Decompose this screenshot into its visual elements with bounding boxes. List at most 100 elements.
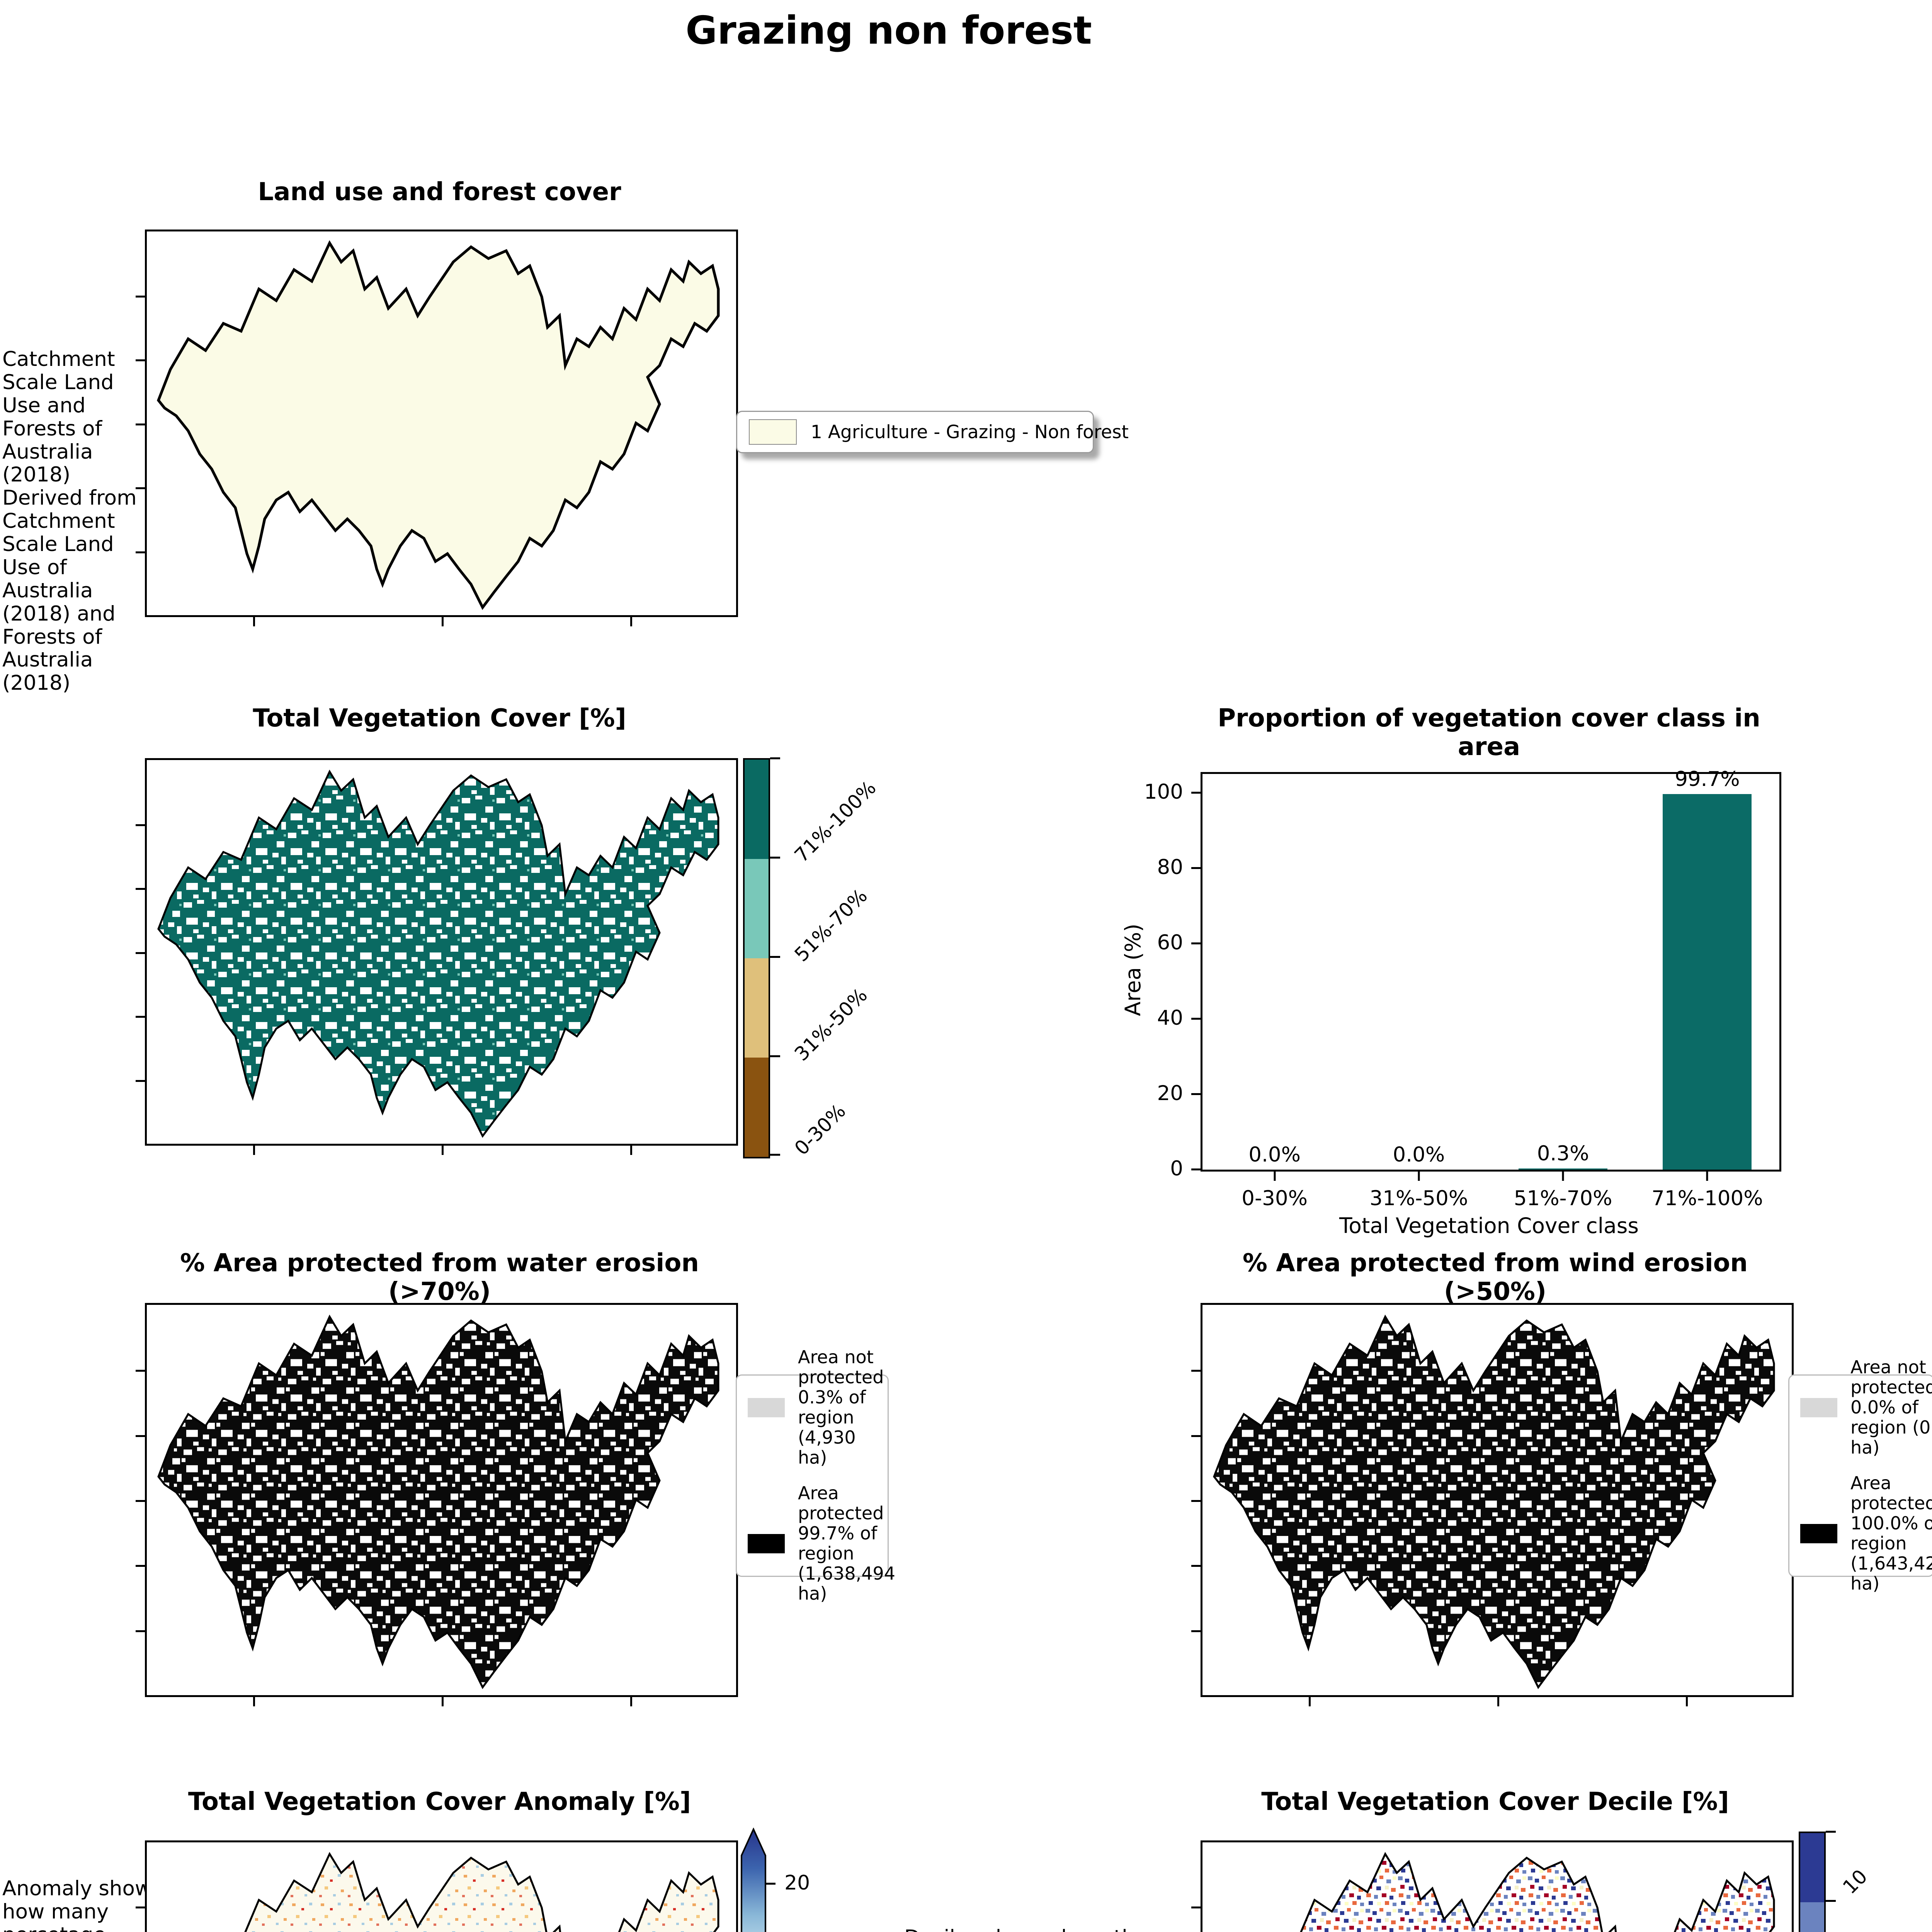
x-axis-tick-label: 0-30% (1242, 1187, 1308, 1210)
page-title: Grazing non forest (685, 8, 1092, 53)
map-axis-tick (136, 1906, 145, 1908)
decile-colorbar (1799, 1832, 1826, 1932)
landuse-map-svg (147, 231, 736, 615)
map-axis-tick (1497, 1697, 1499, 1706)
y-axis-tick-label: 80 (1157, 855, 1183, 879)
bar-71%-100% (1663, 794, 1752, 1170)
wind-map-svg (1202, 1305, 1792, 1695)
y-axis-tick (1191, 1168, 1201, 1170)
y-axis-tick-label: 20 (1157, 1081, 1183, 1105)
vegcover-cbar-tick (770, 857, 780, 859)
x-axis-tick (1562, 1172, 1564, 1181)
water-map-svg (147, 1305, 736, 1695)
water-legend-label-notprotected: Area not protected 0.3% of region (4,930… (798, 1347, 884, 1468)
wind-title: % Area protected from wind erosion (>50%… (1242, 1249, 1748, 1306)
bar-value-label: 0.3% (1537, 1142, 1589, 1166)
landuse-legend-label: 1 Agriculture - Grazing - Non forest (811, 421, 1129, 443)
x-axis-tick (1274, 1172, 1276, 1181)
map-axis-tick (136, 1565, 145, 1567)
vegcover-map (136, 758, 738, 1155)
vegcover-cbar-seg-4 (745, 1058, 769, 1157)
wind-legend: Area not protected 0.0% of region (0 ha)… (1788, 1357, 1932, 1594)
x-axis-tick-label: 31%-50% (1369, 1187, 1468, 1210)
vegcover-cbar-tick (770, 1055, 780, 1057)
water-legend-swatch-protected (748, 1534, 785, 1553)
map-axis-tick (441, 617, 444, 626)
anomaly-map-svg (147, 1842, 736, 1932)
y-axis-tick (1191, 1093, 1201, 1095)
x-axis-tick (1706, 1172, 1708, 1181)
y-axis-tick (1191, 867, 1201, 869)
map-axis-tick (630, 1697, 632, 1706)
anomaly-caption: Anomaly show how many percetage points e… (2, 1877, 152, 1932)
map-axis-tick (136, 487, 145, 489)
y-axis-tick-label: 100 (1144, 780, 1183, 804)
map-axis-tick (1191, 1906, 1201, 1908)
vegcover-cbar-tick (770, 956, 780, 958)
x-axis-tick (1418, 1172, 1420, 1181)
map-axis-tick (136, 1080, 145, 1082)
y-axis-tick (1191, 942, 1201, 944)
map-axis-tick (441, 1146, 444, 1155)
map-axis-tick (136, 1630, 145, 1632)
wind-legend-entry-2: Area protected 100.0% of region (1,643,4… (1789, 1473, 1932, 1594)
decile-caption: Deciles show where the pixel value lies … (904, 1926, 1151, 1932)
x-axis-tick-label: 51%-70% (1514, 1187, 1612, 1210)
decile-cbar-tick (1826, 1831, 1836, 1833)
vegcover-cbar-seg-3 (745, 958, 769, 1058)
bar-value-label: 99.7% (1675, 767, 1740, 791)
map-axis-tick (441, 1697, 444, 1706)
vegcover-colorbar (743, 758, 770, 1158)
wind-legend-label-notprotected: Area not protected 0.0% of region (0 ha) (1850, 1357, 1932, 1458)
decile-map (1191, 1840, 1794, 1932)
decile-cbar-tick (1826, 1900, 1836, 1902)
decile-cbar-label-10: 10 (1838, 1865, 1872, 1899)
landuse-legend-swatch (749, 419, 797, 445)
decile-cbar-seg-89 (1800, 1902, 1824, 1932)
vegcover-cbar-tick (770, 757, 780, 759)
anomaly-colorbar (741, 1828, 776, 1932)
bar-value-label: 0.0% (1393, 1143, 1445, 1167)
map-axis-tick (1308, 1697, 1311, 1706)
map-axis-tick (1685, 1697, 1688, 1706)
vegcover-cbar-tick (770, 1154, 780, 1156)
map-axis-tick (136, 888, 145, 890)
map-axis-tick (1191, 1435, 1201, 1437)
map-axis-tick (136, 551, 145, 553)
map-axis-tick (136, 1435, 145, 1437)
water-legend: Area not protected 0.3% of region (4,930… (736, 1347, 895, 1604)
map-axis-tick (253, 617, 255, 626)
landuse-caption: Catchment Scale Land Use and Forests of … (2, 347, 137, 695)
y-axis-tick (1191, 791, 1201, 794)
landuse-map (136, 230, 738, 626)
map-axis-tick (1191, 1630, 1201, 1632)
barchart-title: Proportion of vegetation cover class in … (1218, 704, 1760, 761)
map-axis-tick (136, 1016, 145, 1018)
vegcover-cbar-seg-2 (745, 859, 769, 958)
wind-legend-swatch-protected (1800, 1524, 1837, 1543)
water-legend-entry-2: Area protected 99.7% of region (1,638,49… (737, 1483, 895, 1604)
y-axis-tick-label: 0 (1170, 1157, 1183, 1180)
x-axis-tick-label: 71%-100% (1651, 1187, 1763, 1210)
map-axis-tick (253, 1697, 255, 1706)
water-legend-swatch-notprotected (748, 1398, 785, 1418)
y-axis-tick (1191, 1017, 1201, 1020)
vegcover-cbar-seg-1 (745, 760, 769, 859)
vegcover-cbar-label-4: 0-30% (790, 1100, 850, 1160)
wind-map (1191, 1303, 1794, 1706)
anomaly-map (136, 1840, 738, 1932)
anomaly-cbar-tick-20: 20 (784, 1871, 810, 1895)
water-legend-label-protected: Area protected 99.7% of region (1,638,49… (798, 1483, 896, 1604)
bar-plot-area: 0 20 40 60 80 100 0.0% 0-30% 0.0% 31%-50% 0.3% 51%-… (1144, 767, 1781, 1210)
map-axis-tick (1191, 1370, 1201, 1372)
wind-legend-label-protected: Area protected 100.0% of region (1,643,4… (1850, 1473, 1932, 1594)
water-legend-entry-1: Area not protected 0.3% of region (4,930… (737, 1347, 888, 1468)
map-axis-tick (136, 824, 145, 826)
map-axis-tick (136, 423, 145, 425)
decile-map-svg (1202, 1842, 1792, 1932)
anomaly-title: Total Vegetation Cover Anomaly [%] (188, 1787, 691, 1816)
decile-cbar-seg-10 (1800, 1833, 1824, 1903)
decile-cbar-label-89: 8-9 (1838, 1929, 1877, 1932)
map-axis-tick (136, 1370, 145, 1372)
